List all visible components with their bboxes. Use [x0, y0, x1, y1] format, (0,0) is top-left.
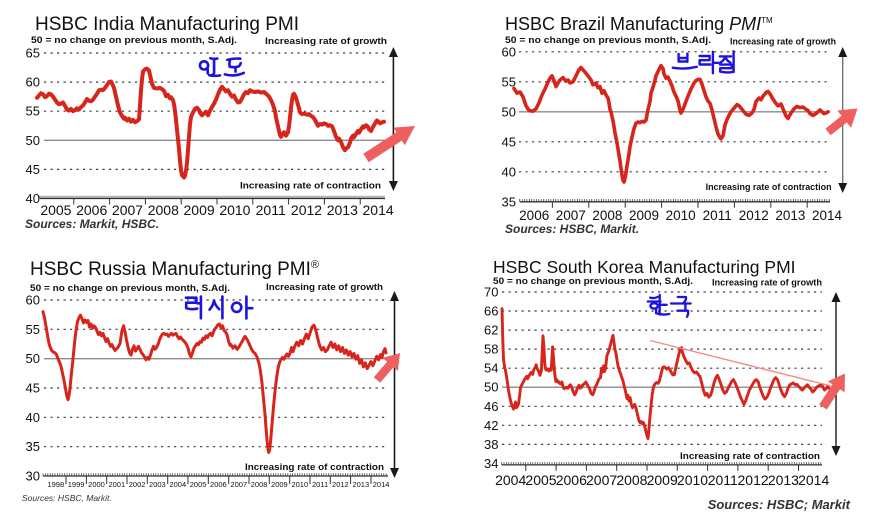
svg-text:2010: 2010: [677, 472, 708, 488]
svg-text:2006: 2006: [210, 480, 227, 489]
svg-text:40: 40: [26, 191, 40, 206]
svg-text:60: 60: [502, 44, 516, 59]
svg-text:45: 45: [26, 380, 40, 395]
svg-text:1999: 1999: [68, 480, 85, 489]
svg-text:2006: 2006: [556, 472, 587, 488]
svg-text:2000: 2000: [88, 480, 105, 489]
svg-text:HSBC Brazil Manufacturing PMIT: HSBC Brazil Manufacturing PMITM: [505, 14, 773, 34]
svg-text:50 = no change on previous mon: 50 = no change on previous month, S.Adj.: [493, 276, 693, 287]
svg-text:2002: 2002: [129, 480, 146, 489]
svg-text:2009: 2009: [271, 480, 288, 489]
svg-text:2010: 2010: [666, 208, 696, 223]
svg-text:50: 50: [484, 380, 498, 395]
svg-text:2004: 2004: [495, 472, 526, 488]
svg-text:50 = no change on previous mon: 50 = no change on previous month, S.Adj.: [505, 35, 711, 46]
svg-text:60: 60: [26, 75, 40, 90]
svg-text:2007: 2007: [586, 472, 617, 488]
svg-text:2008: 2008: [616, 472, 647, 488]
svg-text:2008: 2008: [592, 208, 622, 223]
svg-text:2011: 2011: [703, 208, 732, 223]
svg-text:Increasing rate of contraction: Increasing rate of contraction: [706, 182, 832, 193]
svg-text:2004: 2004: [169, 480, 186, 489]
svg-text:Increasing rate of contraction: Increasing rate of contraction: [680, 451, 820, 462]
svg-text:55: 55: [26, 104, 40, 119]
svg-text:Increasing rate of contraction: Increasing rate of contraction: [245, 462, 384, 473]
svg-text:2012: 2012: [332, 480, 349, 489]
svg-text:2014: 2014: [373, 480, 390, 489]
svg-text:2013: 2013: [327, 202, 358, 218]
svg-text:2010: 2010: [219, 202, 250, 218]
svg-text:2005: 2005: [40, 202, 71, 218]
svg-text:66: 66: [484, 304, 498, 319]
svg-text:HSBC South Korea Manufacturing: HSBC South Korea Manufacturing PMI: [493, 257, 796, 277]
svg-text:65: 65: [26, 46, 40, 61]
svg-text:40: 40: [502, 164, 516, 179]
svg-text:2009: 2009: [184, 202, 215, 218]
svg-text:2012: 2012: [738, 472, 769, 488]
svg-text:HSBC Russia Manufacturing PMI®: HSBC Russia Manufacturing PMI®: [30, 259, 319, 280]
svg-text:70: 70: [484, 285, 498, 300]
svg-text:2006: 2006: [519, 208, 549, 223]
svg-text:Sources: HSBC; Markit: Sources: HSBC; Markit: [708, 497, 851, 512]
svg-text:2011: 2011: [312, 480, 328, 489]
svg-text:50 = no change on previous mon: 50 = no change on previous month, S.Adj.: [31, 35, 237, 46]
svg-text:2010: 2010: [291, 480, 308, 489]
svg-text:55: 55: [502, 74, 516, 89]
svg-text:2008: 2008: [148, 202, 179, 218]
svg-text:Increasing rate of growth: Increasing rate of growth: [266, 282, 383, 293]
svg-text:55: 55: [26, 322, 40, 337]
svg-text:Sources: HSBC, Markit.: Sources: HSBC, Markit.: [22, 493, 112, 503]
svg-text:2013: 2013: [352, 480, 369, 489]
svg-text:54: 54: [484, 361, 498, 376]
svg-text:2011: 2011: [256, 202, 286, 218]
svg-text:2014: 2014: [812, 208, 843, 223]
svg-text:34: 34: [484, 456, 498, 471]
svg-text:50: 50: [26, 351, 40, 366]
svg-text:2013: 2013: [775, 208, 805, 223]
svg-text:2005: 2005: [525, 472, 556, 488]
svg-text:62: 62: [484, 323, 498, 338]
svg-text:Sources: HSBC, Markit.: Sources: HSBC, Markit.: [505, 222, 639, 236]
svg-text:2009: 2009: [629, 208, 659, 223]
svg-text:45: 45: [502, 134, 516, 149]
svg-text:45: 45: [26, 162, 40, 177]
svg-text:2003: 2003: [149, 480, 166, 489]
svg-text:2012: 2012: [291, 202, 322, 218]
svg-text:38: 38: [484, 437, 498, 452]
svg-text:Increasing rate of growth: Increasing rate of growth: [265, 36, 387, 47]
svg-text:50: 50: [26, 133, 40, 148]
svg-text:60: 60: [26, 292, 40, 307]
svg-text:35: 35: [26, 439, 40, 454]
svg-text:2014: 2014: [798, 472, 829, 488]
svg-text:2008: 2008: [251, 480, 268, 489]
svg-text:Increasing rate of growth: Increasing rate of growth: [730, 37, 836, 48]
svg-text:2009: 2009: [647, 472, 678, 488]
svg-text:Increasing rate of growth: Increasing rate of growth: [712, 278, 822, 289]
svg-text:2006: 2006: [76, 202, 107, 218]
svg-text:HSBC India Manufacturing PMI: HSBC India Manufacturing PMI: [35, 14, 299, 35]
svg-text:46: 46: [484, 399, 498, 414]
svg-text:2005: 2005: [190, 480, 207, 489]
svg-text:2007: 2007: [112, 202, 143, 218]
svg-text:2011: 2011: [708, 472, 738, 488]
svg-text:30: 30: [26, 469, 40, 484]
svg-text:Increasing rate of contraction: Increasing rate of contraction: [240, 181, 381, 192]
svg-text:50: 50: [502, 104, 516, 119]
svg-text:Sources: Markit, HSBC.: Sources: Markit, HSBC.: [25, 217, 159, 231]
svg-text:40: 40: [26, 410, 40, 425]
svg-text:42: 42: [484, 418, 498, 433]
svg-text:2013: 2013: [768, 472, 799, 488]
svg-text:2007: 2007: [230, 480, 247, 489]
svg-text:2012: 2012: [739, 208, 769, 223]
svg-text:50 = no change on previous mon: 50 = no change on previous month, S.Adj.: [30, 283, 230, 294]
svg-text:58: 58: [484, 342, 498, 357]
svg-text:1998: 1998: [47, 480, 64, 489]
svg-text:2007: 2007: [556, 208, 586, 223]
svg-text:2001: 2001: [108, 480, 125, 489]
svg-text:35: 35: [502, 194, 516, 209]
svg-text:2014: 2014: [363, 202, 394, 218]
